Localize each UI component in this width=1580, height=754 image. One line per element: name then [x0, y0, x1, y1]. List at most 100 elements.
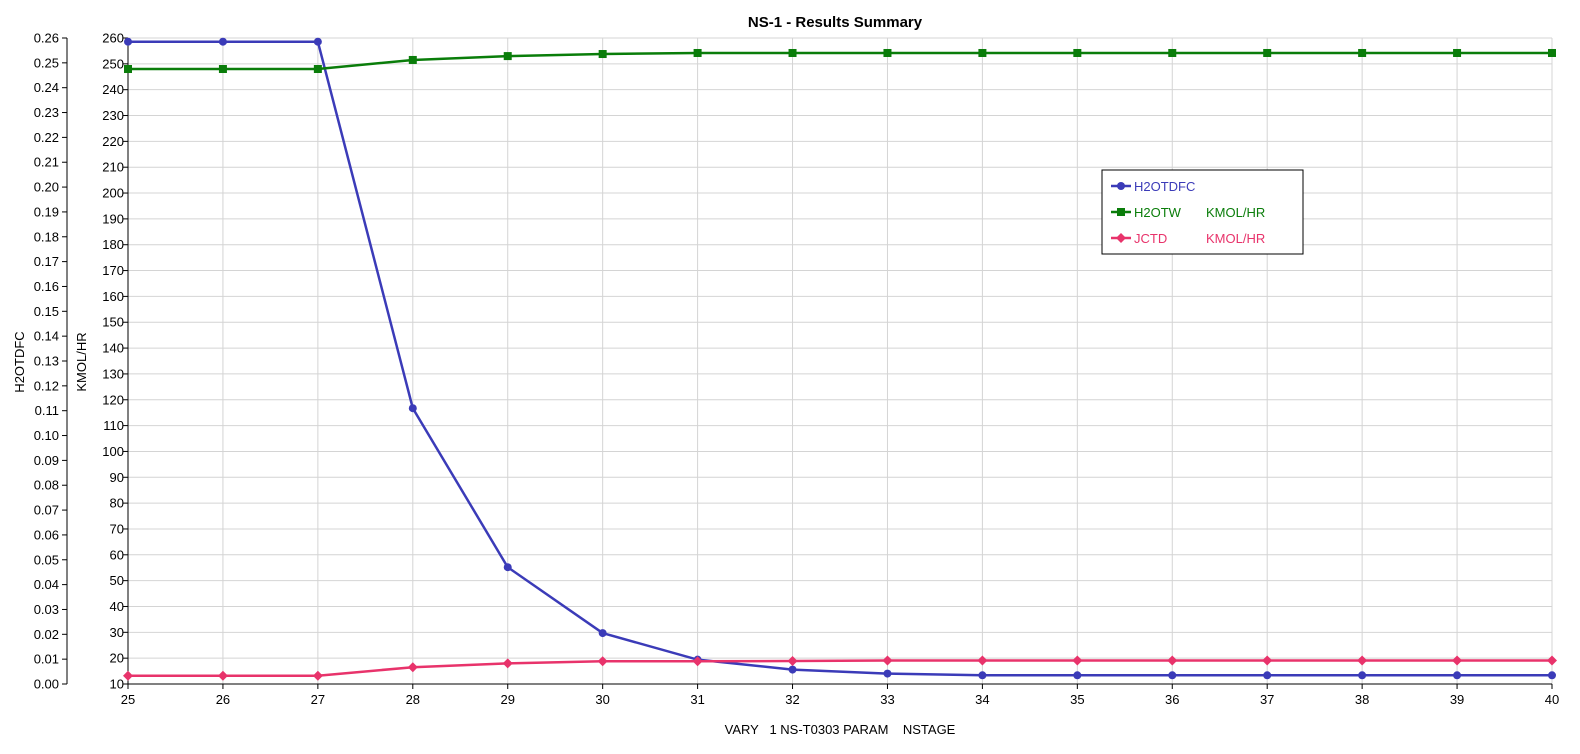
y-left-tick-label: 0.03: [34, 602, 59, 617]
data-point-h2otw: [788, 48, 797, 57]
y-left-tick-label: 0.09: [34, 453, 59, 468]
series-line-h2otdfc: [128, 40, 1552, 677]
data-point-jctd: [882, 655, 893, 666]
legend-label-h2otdfc: H2OTDFC: [1134, 179, 1195, 194]
data-point-h2otdfc: [1548, 671, 1556, 680]
y-right-tick-label: 10: [110, 677, 124, 692]
y-right-tick-label: 190: [102, 211, 124, 226]
series-line-h2otw: [128, 51, 1552, 71]
y-left-tick-label: 0.21: [34, 155, 59, 170]
grid: [127, 37, 1553, 685]
data-point-jctd: [1262, 655, 1273, 666]
data-point-h2otdfc: [313, 37, 322, 46]
chart-title: NS-1 - Results Summary: [748, 14, 923, 31]
data-point-jctd: [1547, 655, 1557, 666]
y-left-tick-label: 0.15: [34, 304, 59, 319]
y-left-tick-label: 0.10: [34, 428, 59, 443]
y-right-tick-label: 160: [102, 289, 124, 304]
y-right-tick-label: 250: [102, 56, 124, 71]
y-right-tick-label: 120: [102, 392, 124, 407]
data-point-h2otdfc: [1168, 671, 1177, 680]
x-tick-label: 39: [1450, 692, 1464, 707]
x-tick-label: 32: [785, 692, 799, 707]
y-right-tick-label: 90: [110, 470, 124, 485]
y-left-tick-label: 0.02: [34, 627, 59, 642]
legend-box: [1101, 169, 1304, 255]
x-tick-label: 28: [406, 692, 420, 707]
data-point-jctd: [1167, 655, 1178, 666]
y-left-tick-label: 0.05: [34, 552, 59, 567]
legend-swatch-marker: [1117, 208, 1125, 216]
x-tick-label: 31: [690, 692, 704, 707]
data-point-h2otw: [313, 65, 322, 74]
y-right-tick-label: 140: [102, 341, 124, 356]
y-right-tick-label: 130: [102, 366, 124, 381]
data-point-h2otw: [1453, 48, 1462, 57]
y-left-tick-label: 0.04: [34, 577, 59, 592]
data-point-jctd: [1072, 655, 1083, 666]
y-left-tick-label: 0.01: [34, 652, 59, 667]
y-right-tick-label: 230: [102, 108, 124, 123]
series-h2otdfc: [124, 37, 1556, 680]
y-right-tick-label: 100: [102, 444, 124, 459]
plot-area: [128, 38, 1552, 684]
data-point-h2otdfc: [1358, 671, 1367, 680]
data-point-jctd: [1357, 655, 1368, 666]
legend-swatch-marker: [1116, 233, 1126, 243]
x-tick-label: 34: [975, 692, 989, 707]
data-point-jctd: [123, 670, 133, 681]
y-right-tick-label: 210: [102, 160, 124, 175]
y-right-tick-label: 70: [110, 521, 124, 536]
data-point-jctd: [217, 670, 228, 681]
legend-unit-jctd: KMOL/HR: [1206, 231, 1265, 246]
x-tick-label: 29: [500, 692, 514, 707]
data-point-h2otw: [1548, 48, 1556, 57]
data-point-h2otw: [598, 50, 607, 59]
data-point-jctd: [787, 656, 798, 667]
y-left-tick-label: 0.11: [35, 403, 59, 418]
data-point-h2otdfc: [124, 37, 132, 46]
data-point-jctd: [1452, 655, 1463, 666]
y-right-tick-label: 110: [103, 418, 124, 433]
legend-unit-h2otw: KMOL/HR: [1206, 205, 1265, 220]
y-left-tick-label: 0.24: [34, 80, 59, 95]
series-line-jctd: [128, 659, 1552, 677]
y-left-tick-label: 0.14: [34, 329, 59, 344]
data-point-jctd: [312, 670, 323, 681]
y-left-tick-label: 0.12: [34, 378, 59, 393]
legend-label-jctd: JCTD: [1134, 231, 1167, 246]
y-left-tick-label: 0.16: [34, 279, 59, 294]
series-h2otw: [124, 48, 1556, 74]
y-left-tick-label: 0.13: [34, 354, 59, 369]
series-jctd: [123, 655, 1557, 681]
y-right-tick-label: 60: [110, 547, 124, 562]
y-left-tick-label: 0.06: [34, 527, 59, 542]
x-tick-label: 38: [1355, 692, 1369, 707]
x-tick-label: 26: [216, 692, 230, 707]
x-tick-label: 35: [1070, 692, 1084, 707]
y-right-tick-label: 170: [102, 263, 124, 278]
data-point-h2otw: [1358, 48, 1367, 57]
legend-item-h2otw: H2OTW KMOL/HR: [1111, 205, 1265, 220]
y-right-tick-label: 20: [110, 651, 124, 666]
series-layer: [123, 37, 1557, 681]
data-point-h2otw: [693, 48, 702, 57]
y-left-tick-label: 0.17: [34, 254, 59, 269]
axes: 25 26 27 28 29 30 31 32 33 34 35 36 37 38 39 40 10 20 30 40…: [34, 31, 1560, 708]
y-right-tick-label: 240: [102, 82, 124, 97]
y-left-tick-label: 0.07: [34, 503, 59, 518]
data-point-h2otdfc: [1453, 671, 1462, 680]
legend-swatch-marker: [1117, 182, 1125, 190]
data-point-h2otw: [978, 48, 987, 57]
x-tick-label: 37: [1260, 692, 1274, 707]
y-left-tick-label: 0.18: [34, 229, 59, 244]
x-tick-label: 25: [121, 692, 135, 707]
y-right-tick-label: 40: [110, 599, 124, 614]
data-point-h2otdfc: [978, 671, 987, 680]
y-right-tick-label: 260: [102, 31, 124, 46]
data-point-jctd: [502, 658, 513, 669]
data-point-h2otdfc: [883, 669, 892, 678]
x-tick-label: 30: [595, 692, 609, 707]
data-point-h2otw: [408, 55, 417, 64]
